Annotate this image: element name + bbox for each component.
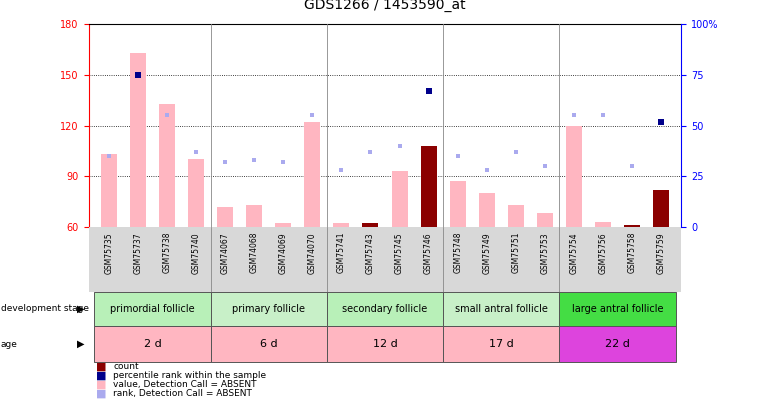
Text: ▶: ▶ xyxy=(77,339,85,349)
Text: GSM75754: GSM75754 xyxy=(569,232,578,274)
Bar xyxy=(211,326,327,362)
Point xyxy=(132,72,144,78)
Bar xyxy=(559,326,675,362)
Bar xyxy=(566,126,582,227)
Text: 17 d: 17 d xyxy=(489,339,514,349)
Text: GSM75738: GSM75738 xyxy=(162,232,172,273)
Text: GSM75735: GSM75735 xyxy=(105,232,113,274)
Point xyxy=(510,149,522,155)
Bar xyxy=(624,225,640,227)
Text: GSM75740: GSM75740 xyxy=(192,232,201,274)
Point xyxy=(423,88,435,94)
Bar xyxy=(101,154,117,227)
Text: value, Detection Call = ABSENT: value, Detection Call = ABSENT xyxy=(113,380,256,389)
Text: GSM74067: GSM74067 xyxy=(221,232,229,274)
Bar xyxy=(653,190,669,227)
Text: ■: ■ xyxy=(96,379,107,389)
Text: GSM75746: GSM75746 xyxy=(424,232,433,274)
Text: GSM75748: GSM75748 xyxy=(454,232,462,273)
Text: GSM75753: GSM75753 xyxy=(541,232,549,274)
Text: GDS1266 / 1453590_at: GDS1266 / 1453590_at xyxy=(304,0,466,12)
Text: GSM75756: GSM75756 xyxy=(598,232,608,274)
Point xyxy=(655,118,668,125)
Text: 6 d: 6 d xyxy=(260,339,277,349)
Bar xyxy=(327,292,443,326)
Bar xyxy=(420,146,437,227)
Text: GSM75759: GSM75759 xyxy=(657,232,665,274)
Text: development stage: development stage xyxy=(1,304,89,313)
Point xyxy=(626,163,638,169)
Text: GSM75758: GSM75758 xyxy=(628,232,637,273)
Point xyxy=(248,157,260,163)
Text: age: age xyxy=(1,340,18,349)
Text: ▶: ▶ xyxy=(77,304,85,314)
Text: small antral follicle: small antral follicle xyxy=(455,304,547,314)
Text: GSM74068: GSM74068 xyxy=(249,232,259,273)
Bar xyxy=(363,224,379,227)
Text: ■: ■ xyxy=(96,362,107,371)
Bar xyxy=(211,292,327,326)
Bar xyxy=(450,181,466,227)
Bar xyxy=(443,292,559,326)
Bar xyxy=(333,224,350,227)
Bar xyxy=(327,326,443,362)
Bar xyxy=(304,122,320,227)
Bar xyxy=(246,205,263,227)
Point xyxy=(480,167,493,173)
Point xyxy=(393,143,406,149)
Text: GSM74069: GSM74069 xyxy=(279,232,288,274)
Text: primordial follicle: primordial follicle xyxy=(110,304,195,314)
Bar xyxy=(95,326,211,362)
Bar xyxy=(95,292,211,326)
Bar xyxy=(391,171,407,227)
Point xyxy=(161,112,173,119)
Point xyxy=(219,159,231,165)
Text: 22 d: 22 d xyxy=(605,339,630,349)
Point xyxy=(190,149,203,155)
Bar xyxy=(507,205,524,227)
Text: GSM75741: GSM75741 xyxy=(337,232,346,273)
Text: primary follicle: primary follicle xyxy=(233,304,305,314)
Bar xyxy=(276,224,291,227)
Point xyxy=(539,163,551,169)
Text: ■: ■ xyxy=(96,371,107,380)
Text: GSM75743: GSM75743 xyxy=(366,232,375,274)
Point xyxy=(597,112,609,119)
Text: GSM75749: GSM75749 xyxy=(482,232,491,274)
Text: large antral follicle: large antral follicle xyxy=(572,304,663,314)
Text: 2 d: 2 d xyxy=(144,339,162,349)
Point xyxy=(364,149,377,155)
Text: GSM75737: GSM75737 xyxy=(133,232,142,274)
Text: GSM74070: GSM74070 xyxy=(308,232,316,274)
Text: rank, Detection Call = ABSENT: rank, Detection Call = ABSENT xyxy=(113,389,252,398)
Text: count: count xyxy=(113,362,139,371)
Bar xyxy=(559,292,675,326)
Point xyxy=(335,167,347,173)
Text: GSM75745: GSM75745 xyxy=(395,232,404,274)
Point xyxy=(277,159,290,165)
Text: GSM75751: GSM75751 xyxy=(511,232,521,273)
Point xyxy=(567,112,580,119)
Point xyxy=(306,112,319,119)
Bar xyxy=(537,213,553,227)
Bar xyxy=(130,53,146,227)
Bar xyxy=(188,159,204,227)
Bar xyxy=(479,193,494,227)
Bar xyxy=(217,207,233,227)
Text: secondary follicle: secondary follicle xyxy=(343,304,427,314)
Text: percentile rank within the sample: percentile rank within the sample xyxy=(113,371,266,380)
Point xyxy=(451,153,464,159)
Point xyxy=(102,153,115,159)
Text: ■: ■ xyxy=(96,388,107,398)
Bar xyxy=(159,104,175,227)
Bar xyxy=(443,326,559,362)
Bar xyxy=(595,222,611,227)
Text: 12 d: 12 d xyxy=(373,339,397,349)
